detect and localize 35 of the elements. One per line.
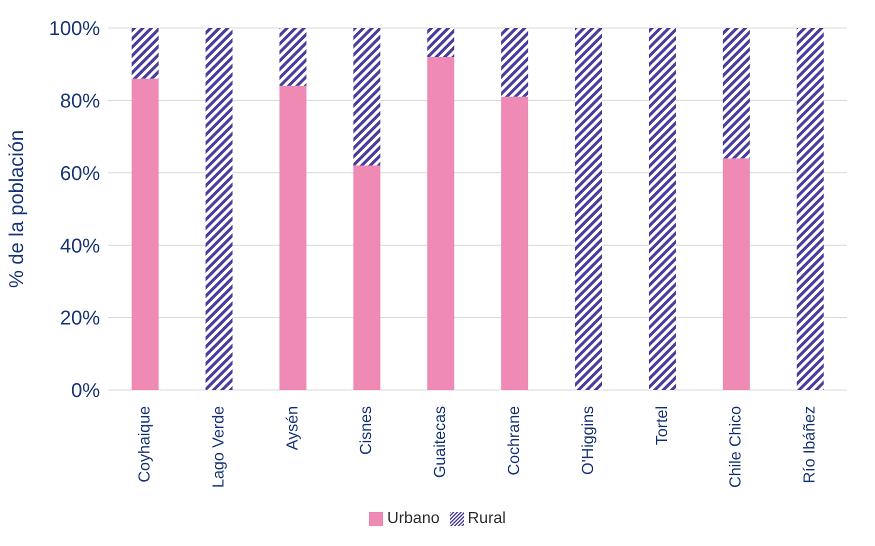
legend-label: Urbano	[387, 510, 440, 527]
bar	[206, 28, 233, 390]
bar	[279, 28, 306, 86]
x-tick-label: Tortel	[654, 406, 671, 446]
x-tick-label: Chile Chico	[728, 406, 745, 488]
x-tick-label: O'Higgins	[580, 406, 597, 475]
x-tick-label: Cisnes	[358, 406, 376, 455]
bar	[132, 28, 159, 79]
bar	[427, 28, 454, 57]
bar	[796, 28, 824, 390]
bar	[353, 28, 380, 166]
bar	[501, 28, 528, 97]
y-tick-label: 100%	[48, 18, 100, 40]
x-tick-label: Coyhaique	[136, 406, 154, 482]
x-tick-label: Cochrane	[506, 406, 523, 476]
y-tick-label: 20%	[60, 308, 100, 330]
y-tick-label: 80%	[60, 90, 100, 112]
bar	[427, 56, 454, 390]
bar	[722, 28, 750, 158]
bar	[279, 86, 306, 390]
x-tick-label: Lago Verde	[210, 406, 228, 488]
bar	[132, 78, 159, 390]
x-tick-label: Aysén	[284, 406, 302, 450]
legend-label: Rural	[468, 510, 506, 527]
bar	[501, 96, 528, 390]
y-tick-label: 60%	[60, 162, 100, 185]
x-tick-label: Río Ibáñez	[802, 406, 819, 484]
bar	[353, 166, 380, 390]
y-tick-label: 40%	[60, 235, 100, 258]
x-tick-label: Guaitecas	[432, 406, 450, 478]
bar	[648, 28, 676, 390]
bar	[575, 28, 602, 390]
y-axis-title: % de la población	[6, 130, 28, 288]
y-tick-label: 0%	[71, 380, 100, 402]
bar	[722, 158, 750, 390]
